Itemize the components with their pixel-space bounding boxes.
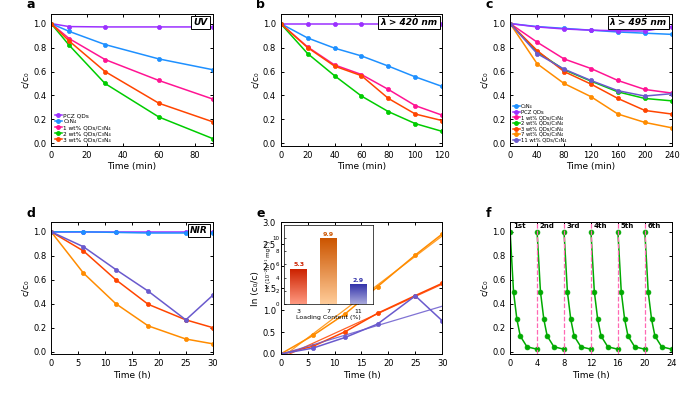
Text: c: c xyxy=(486,0,493,11)
X-axis label: Time (min): Time (min) xyxy=(566,162,616,172)
X-axis label: Time (h): Time (h) xyxy=(572,371,610,380)
Text: UV: UV xyxy=(194,18,208,27)
Text: 6th: 6th xyxy=(647,223,661,229)
Text: 5th: 5th xyxy=(621,223,634,229)
Text: e: e xyxy=(256,206,265,220)
Text: λ > 495 nm: λ > 495 nm xyxy=(610,18,667,27)
Text: b: b xyxy=(256,0,265,11)
Text: d: d xyxy=(27,206,35,220)
Text: 4th: 4th xyxy=(593,223,607,229)
Y-axis label: c/c₀: c/c₀ xyxy=(480,72,489,88)
Text: λ > 420 nm: λ > 420 nm xyxy=(381,18,437,27)
Legend: PCZ QDs, C₃N₄, 1 wt% QDs/C₃N₄, 2 wt% QDs/C₃N₄, 3 wt% QDs/C₃N₄: PCZ QDs, C₃N₄, 1 wt% QDs/C₃N₄, 2 wt% QDs… xyxy=(54,113,112,143)
Text: f: f xyxy=(486,206,492,220)
Text: 2nd: 2nd xyxy=(539,223,554,229)
Y-axis label: ln (c₀/c): ln (c₀/c) xyxy=(251,271,260,306)
Y-axis label: c/c₀: c/c₀ xyxy=(21,72,30,88)
X-axis label: Time (min): Time (min) xyxy=(107,162,157,172)
Y-axis label: c/c₀: c/c₀ xyxy=(21,280,30,296)
Legend: C₃N₄, PCZ QDs, 1 wt% QDs/C₃N₄, 2 wt% QDs/C₃N₄, 3 wt% QDs/C₃N₄, 7 wt% QDs/C₃N₄, 1: C₃N₄, PCZ QDs, 1 wt% QDs/C₃N₄, 2 wt% QDs… xyxy=(513,103,567,143)
Y-axis label: c/c₀: c/c₀ xyxy=(480,280,489,296)
X-axis label: Time (h): Time (h) xyxy=(342,371,381,380)
Y-axis label: c/c₀: c/c₀ xyxy=(251,72,260,88)
X-axis label: Time (min): Time (min) xyxy=(337,162,386,172)
Text: 1st: 1st xyxy=(513,223,525,229)
Text: a: a xyxy=(27,0,35,11)
X-axis label: Time (h): Time (h) xyxy=(113,371,151,380)
Text: NIR: NIR xyxy=(190,226,208,235)
Text: 3rd: 3rd xyxy=(567,223,580,229)
